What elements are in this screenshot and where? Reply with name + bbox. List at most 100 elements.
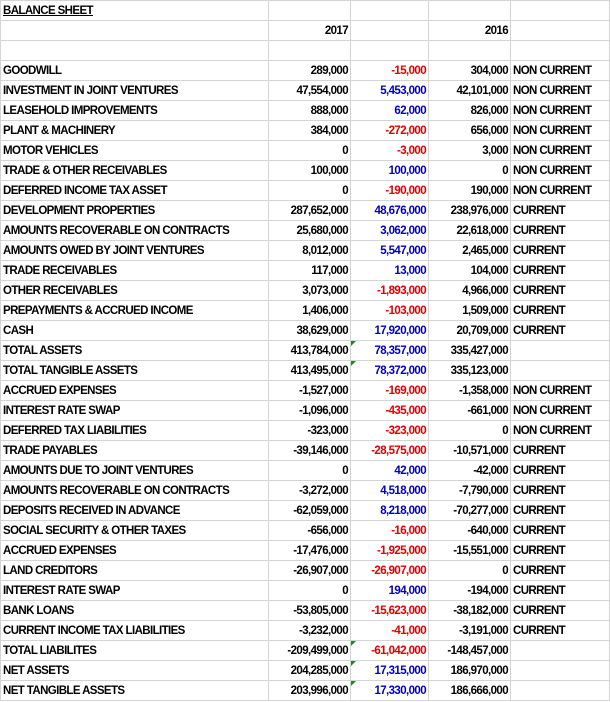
value-2016[interactable]: -148,457,000 xyxy=(428,640,511,661)
sheet-title-cell[interactable]: BALANCE SHEET xyxy=(0,0,269,21)
classification[interactable]: CURRENT xyxy=(510,520,610,541)
classification[interactable]: NON CURRENT xyxy=(510,100,610,121)
classification[interactable] xyxy=(510,680,610,701)
classification[interactable]: CURRENT xyxy=(510,220,610,241)
line-item-label[interactable]: OTHER RECEIVABLES xyxy=(0,280,269,301)
line-item-label[interactable]: DEVELOPMENT PROPERTIES xyxy=(0,200,269,221)
classification[interactable]: CURRENT xyxy=(510,600,610,621)
line-item-label[interactable]: TRADE PAYABLES xyxy=(0,440,269,461)
year-2016-header[interactable]: 2016 xyxy=(428,20,511,41)
change-value[interactable]: -26,907,000 xyxy=(350,560,429,581)
line-item-label[interactable]: LAND CREDITORS xyxy=(0,560,269,581)
cell[interactable] xyxy=(510,0,610,21)
change-value[interactable]: 13,000 xyxy=(350,260,429,281)
value-2017[interactable]: 0 xyxy=(268,180,351,201)
line-item-label[interactable]: ACCRUED EXPENSES xyxy=(0,380,269,401)
cell[interactable] xyxy=(268,40,351,61)
value-2016[interactable]: -42,000 xyxy=(428,460,511,481)
value-2016[interactable]: 0 xyxy=(428,160,511,181)
value-2017[interactable]: 47,554,000 xyxy=(268,80,351,101)
value-2017[interactable]: -323,000 xyxy=(268,420,351,441)
value-2017[interactable]: 117,000 xyxy=(268,260,351,281)
value-2016[interactable]: 304,000 xyxy=(428,60,511,81)
change-value[interactable]: 5,453,000 xyxy=(350,80,429,101)
cell[interactable] xyxy=(0,40,269,61)
classification[interactable]: CURRENT xyxy=(510,540,610,561)
value-2017[interactable]: -3,232,000 xyxy=(268,620,351,641)
change-value[interactable]: -28,575,000 xyxy=(350,440,429,461)
line-item-label[interactable]: TRADE RECEIVABLES xyxy=(0,260,269,281)
line-item-label[interactable]: AMOUNTS RECOVERABLE ON CONTRACTS xyxy=(0,480,269,501)
classification[interactable] xyxy=(510,660,610,681)
change-value[interactable]: 17,315,000 xyxy=(350,660,429,681)
line-item-label[interactable]: PLANT & MACHINERY xyxy=(0,120,269,141)
value-2016[interactable]: 190,000 xyxy=(428,180,511,201)
classification[interactable]: CURRENT xyxy=(510,480,610,501)
classification[interactable]: CURRENT xyxy=(510,440,610,461)
change-value[interactable]: -1,925,000 xyxy=(350,540,429,561)
value-2016[interactable]: 335,427,000 xyxy=(428,340,511,361)
classification[interactable]: CURRENT xyxy=(510,620,610,641)
change-value[interactable]: -169,000 xyxy=(350,380,429,401)
value-2017[interactable]: -62,059,000 xyxy=(268,500,351,521)
line-item-label[interactable]: CURRENT INCOME TAX LIABILITIES xyxy=(0,620,269,641)
line-item-label[interactable]: BANK LOANS xyxy=(0,600,269,621)
value-2017[interactable]: 25,680,000 xyxy=(268,220,351,241)
change-value[interactable]: -16,000 xyxy=(350,520,429,541)
value-2017[interactable]: -39,146,000 xyxy=(268,440,351,461)
change-value[interactable]: -1,893,000 xyxy=(350,280,429,301)
change-value[interactable]: -15,000 xyxy=(350,60,429,81)
cell[interactable] xyxy=(350,40,429,61)
value-2016[interactable]: -661,000 xyxy=(428,400,511,421)
change-value[interactable]: 100,000 xyxy=(350,160,429,181)
classification[interactable]: NON CURRENT xyxy=(510,380,610,401)
classification[interactable]: NON CURRENT xyxy=(510,420,610,441)
line-item-label[interactable]: INTEREST RATE SWAP xyxy=(0,400,269,421)
line-item-label[interactable]: LEASEHOLD IMPROVEMENTS xyxy=(0,100,269,121)
cell[interactable] xyxy=(350,0,429,21)
classification[interactable]: CURRENT xyxy=(510,260,610,281)
change-value[interactable]: 48,676,000 xyxy=(350,200,429,221)
value-2017[interactable]: 384,000 xyxy=(268,120,351,141)
value-2017[interactable]: -209,499,000 xyxy=(268,640,351,661)
change-value[interactable]: 3,062,000 xyxy=(350,220,429,241)
classification[interactable]: CURRENT xyxy=(510,320,610,341)
change-value[interactable]: -323,000 xyxy=(350,420,429,441)
value-2017[interactable]: -656,000 xyxy=(268,520,351,541)
cell[interactable] xyxy=(268,0,351,21)
value-2017[interactable]: -17,476,000 xyxy=(268,540,351,561)
change-value[interactable]: 194,000 xyxy=(350,580,429,601)
classification[interactable]: NON CURRENT xyxy=(510,180,610,201)
classification[interactable]: CURRENT xyxy=(510,460,610,481)
cell[interactable] xyxy=(428,40,511,61)
value-2016[interactable]: 22,618,000 xyxy=(428,220,511,241)
line-item-label[interactable]: NET TANGIBLE ASSETS xyxy=(0,680,269,701)
value-2016[interactable]: -10,571,000 xyxy=(428,440,511,461)
cell[interactable] xyxy=(510,20,610,41)
line-item-label[interactable]: DEFERRED INCOME TAX ASSET xyxy=(0,180,269,201)
value-2017[interactable]: -3,272,000 xyxy=(268,480,351,501)
classification[interactable]: NON CURRENT xyxy=(510,400,610,421)
change-value[interactable]: 4,518,000 xyxy=(350,480,429,501)
value-2017[interactable]: 0 xyxy=(268,460,351,481)
value-2017[interactable]: -26,907,000 xyxy=(268,560,351,581)
value-2016[interactable]: 1,509,000 xyxy=(428,300,511,321)
value-2017[interactable]: 100,000 xyxy=(268,160,351,181)
change-value[interactable]: -3,000 xyxy=(350,140,429,161)
change-value[interactable]: 8,218,000 xyxy=(350,500,429,521)
value-2017[interactable]: 0 xyxy=(268,580,351,601)
change-value[interactable]: 78,357,000 xyxy=(350,340,429,361)
value-2017[interactable]: 203,996,000 xyxy=(268,680,351,701)
value-2016[interactable]: 0 xyxy=(428,420,511,441)
line-item-label[interactable]: ACCRUED EXPENSES xyxy=(0,540,269,561)
value-2016[interactable]: -640,000 xyxy=(428,520,511,541)
classification[interactable] xyxy=(510,360,610,381)
classification[interactable]: CURRENT xyxy=(510,580,610,601)
classification[interactable]: NON CURRENT xyxy=(510,80,610,101)
classification[interactable]: CURRENT xyxy=(510,560,610,581)
cell[interactable] xyxy=(428,0,511,21)
classification[interactable]: CURRENT xyxy=(510,200,610,221)
line-item-label[interactable]: DEFERRED TAX LIABILITIES xyxy=(0,420,269,441)
change-value[interactable]: 17,330,000 xyxy=(350,680,429,701)
value-2016[interactable]: -38,182,000 xyxy=(428,600,511,621)
